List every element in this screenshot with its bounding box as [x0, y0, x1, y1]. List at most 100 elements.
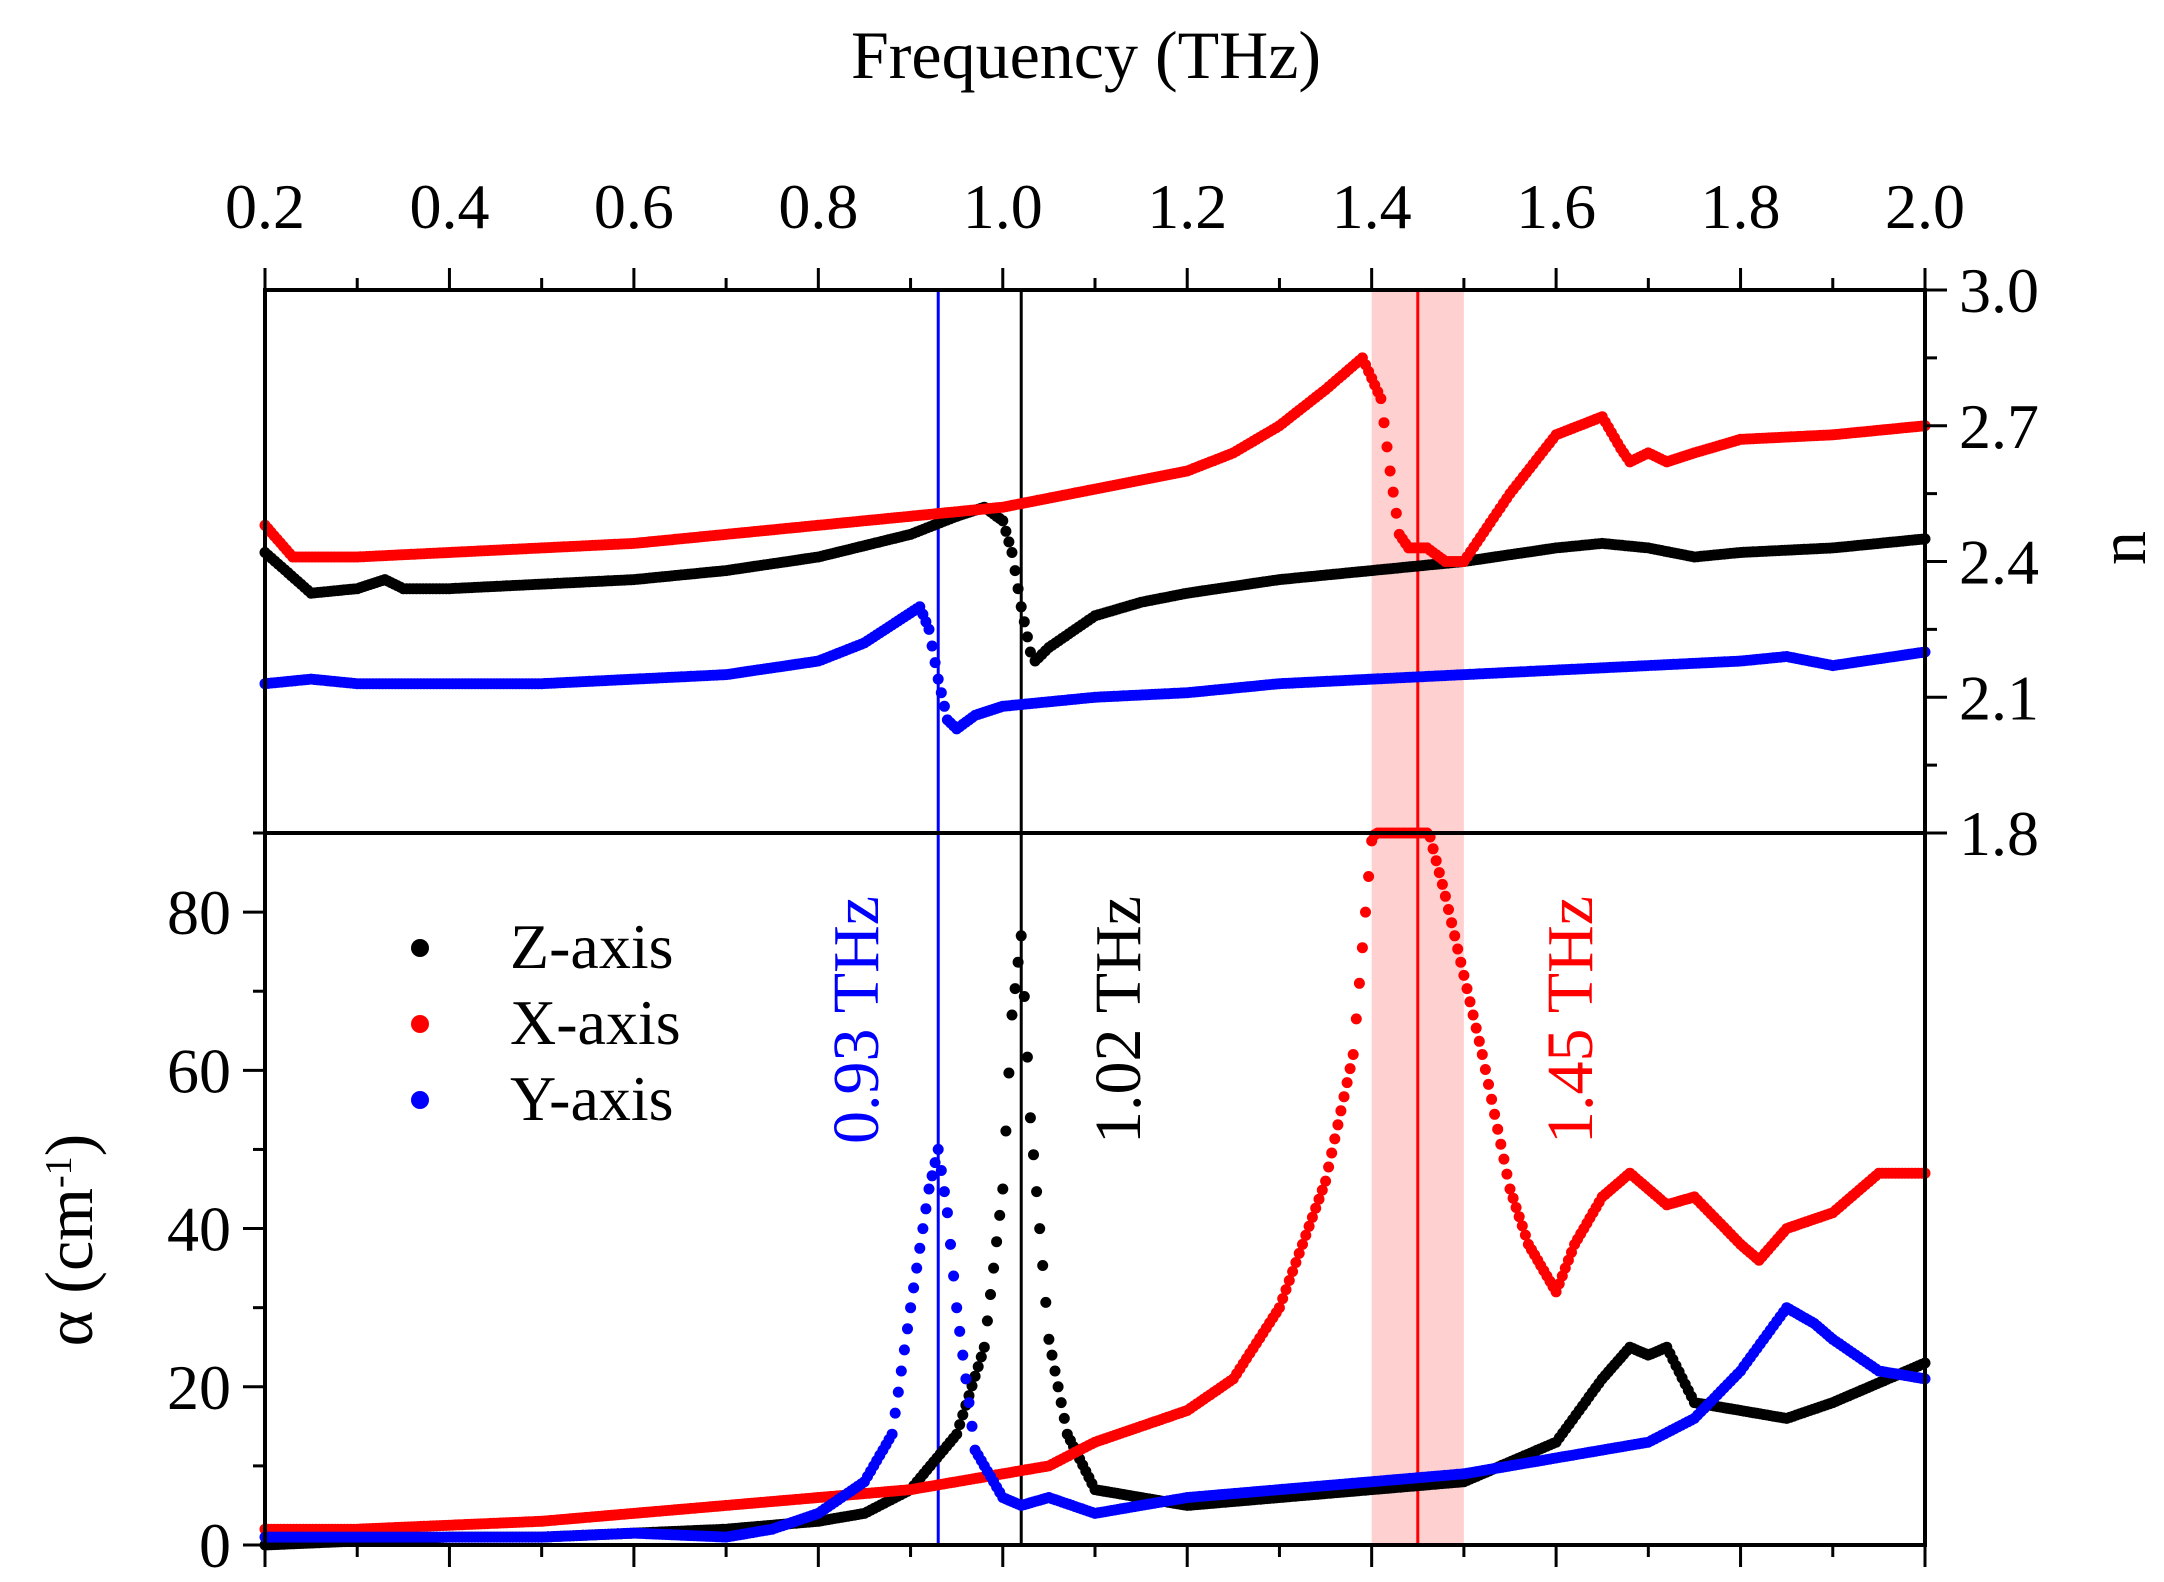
data-point: [892, 1386, 904, 1398]
data-point: [1375, 393, 1387, 405]
data-point: [1006, 1009, 1018, 1021]
series-y-axis-n-markers: [259, 601, 1931, 735]
axis-ticks: [243, 268, 1947, 1567]
data-point: [1452, 943, 1464, 955]
data-point: [1356, 942, 1368, 954]
x-tick-label: 1.4: [1332, 171, 1412, 242]
n-tick-label: 1.8: [1959, 798, 2039, 869]
data-point: [1433, 867, 1445, 879]
data-point: [1378, 417, 1390, 429]
x-tick-labels: 0.2 0.4 0.6 0.8 1.0 1.2 1.4 1.6 1.8 2.0: [225, 171, 1965, 242]
data-point: [997, 1183, 1009, 1195]
data-point: [1034, 1223, 1046, 1235]
series-x-axis-n-markers: [259, 352, 1931, 567]
data-point: [954, 1325, 966, 1337]
data-point: [1012, 583, 1024, 595]
data-point: [1058, 1412, 1070, 1424]
data-point: [1360, 906, 1371, 918]
alpha-tick-label: 60: [167, 1035, 231, 1106]
data-point: [1329, 1133, 1341, 1145]
data-point: [1049, 1365, 1061, 1377]
data-point: [1313, 1193, 1325, 1205]
data-point: [938, 1186, 950, 1198]
x-tick-label: 1.2: [1147, 171, 1227, 242]
data-point: [1492, 1123, 1504, 1135]
data-point: [957, 1349, 969, 1361]
data-point: [1287, 1266, 1299, 1277]
alpha-axis-title-close: ): [31, 1134, 107, 1157]
data-point: [1510, 1202, 1522, 1213]
data-point: [1273, 1302, 1285, 1314]
data-point: [1427, 843, 1439, 855]
x-tick-label: 0.4: [409, 171, 489, 242]
alpha-tick-label: 40: [167, 1194, 231, 1265]
data-point: [1489, 1108, 1501, 1120]
data-point: [1028, 1149, 1039, 1161]
alpha-tick-labels: 0 20 40 60 80: [167, 877, 231, 1581]
data-point: [1290, 1257, 1302, 1268]
data-point: [1486, 1093, 1498, 1105]
data-point: [908, 1282, 920, 1294]
data-point: [1006, 547, 1018, 558]
x-tick-label: 1.0: [963, 171, 1043, 242]
data-point: [1507, 1192, 1519, 1204]
data-point: [1021, 631, 1033, 643]
alpha-axis-title-sup: -1: [38, 1156, 80, 1188]
data-point: [1390, 507, 1402, 519]
data-point: [1436, 878, 1448, 890]
series-y-axis-alpha-markers: [259, 1143, 1931, 1543]
data-point: [1040, 1296, 1052, 1308]
data-point: [960, 1373, 972, 1385]
n-panel-frame: [263, 288, 1927, 835]
data-point: [1303, 1220, 1315, 1232]
data-point: [1458, 969, 1470, 981]
annotation-1-02-thz: 1.02 THz: [1082, 896, 1155, 1144]
data-point: [1483, 1078, 1494, 1090]
n-tick-label: 2.1: [1959, 662, 2039, 733]
data-point: [975, 1351, 987, 1363]
x-tick-label: 0.8: [778, 171, 858, 242]
data-point: [1513, 1211, 1525, 1223]
data-point: [948, 1270, 960, 1282]
data-point: [1015, 601, 1027, 613]
series-z-axis-n-markers: [259, 501, 1931, 667]
n-tick-label: 3.0: [1959, 255, 2039, 326]
data-point: [1519, 1229, 1531, 1241]
data-point: [1052, 1381, 1064, 1393]
data-point: [1350, 1013, 1362, 1025]
data-point: [1461, 983, 1473, 995]
data-point: [1449, 930, 1461, 942]
data-point: [1341, 1077, 1353, 1089]
data-point: [981, 1315, 993, 1327]
data-point: [966, 1420, 978, 1432]
x-tick-label: 0.2: [225, 171, 305, 242]
legend-label-z: Z-axis: [510, 911, 674, 982]
data-point: [969, 1370, 981, 1382]
data-point: [1495, 1138, 1507, 1150]
data-point: [1003, 1067, 1015, 1079]
data-point: [994, 1209, 1006, 1221]
data-point: [1316, 1184, 1328, 1196]
data-point: [1344, 1063, 1356, 1075]
data-point: [972, 1361, 984, 1373]
data-point: [1455, 956, 1467, 968]
data-point: [938, 700, 950, 712]
data-point: [951, 1302, 963, 1314]
annotation-1-45-thz: 1.45 THz: [1534, 896, 1607, 1144]
data-point: [1043, 1333, 1055, 1345]
data-point: [1283, 1275, 1295, 1286]
data-point: [1000, 525, 1012, 537]
data-point: [895, 1365, 907, 1377]
data-point: [1031, 1186, 1043, 1198]
data-point: [1338, 1091, 1350, 1103]
data-point: [1055, 1397, 1067, 1409]
data-point: [1018, 991, 1030, 1002]
data-point: [1501, 1168, 1513, 1180]
data-point: [929, 1157, 941, 1169]
data-point: [1353, 977, 1365, 989]
data-point: [1332, 1119, 1344, 1131]
alpha-axis-title: α (cm-1): [31, 1134, 107, 1347]
data-point: [954, 1419, 966, 1431]
data-point: [886, 1428, 898, 1440]
